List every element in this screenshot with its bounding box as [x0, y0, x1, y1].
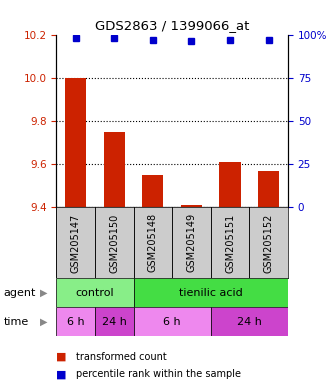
Text: GSM205151: GSM205151	[225, 213, 235, 273]
Bar	[133, 307, 211, 336]
Title: GDS2863 / 1399066_at: GDS2863 / 1399066_at	[95, 19, 249, 32]
Bar	[219, 162, 241, 207]
Bar	[142, 175, 164, 207]
Bar	[56, 278, 133, 307]
Text: GSM205150: GSM205150	[109, 213, 119, 273]
Text: 6 h: 6 h	[163, 316, 181, 327]
Text: time: time	[3, 316, 28, 327]
Text: 6 h: 6 h	[67, 316, 84, 327]
Bar	[133, 278, 288, 307]
Bar	[104, 132, 125, 207]
Bar	[65, 78, 86, 207]
Text: 24 h: 24 h	[102, 316, 127, 327]
Bar	[56, 307, 95, 336]
Text: GSM205148: GSM205148	[148, 214, 158, 272]
Text: 24 h: 24 h	[237, 316, 262, 327]
Text: GSM205147: GSM205147	[71, 213, 80, 273]
Bar	[95, 307, 133, 336]
Text: GSM205149: GSM205149	[186, 214, 196, 272]
Text: GSM205152: GSM205152	[264, 213, 274, 273]
Text: ▶: ▶	[40, 288, 47, 298]
Text: ■: ■	[56, 352, 67, 362]
Text: transformed count: transformed count	[76, 352, 167, 362]
Text: tienilic acid: tienilic acid	[179, 288, 243, 298]
Text: percentile rank within the sample: percentile rank within the sample	[76, 369, 241, 379]
Text: agent: agent	[3, 288, 36, 298]
Bar	[258, 170, 279, 207]
Text: ▶: ▶	[40, 316, 47, 327]
Bar	[181, 205, 202, 207]
Bar	[211, 307, 288, 336]
Text: control: control	[75, 288, 114, 298]
Text: ■: ■	[56, 369, 67, 379]
